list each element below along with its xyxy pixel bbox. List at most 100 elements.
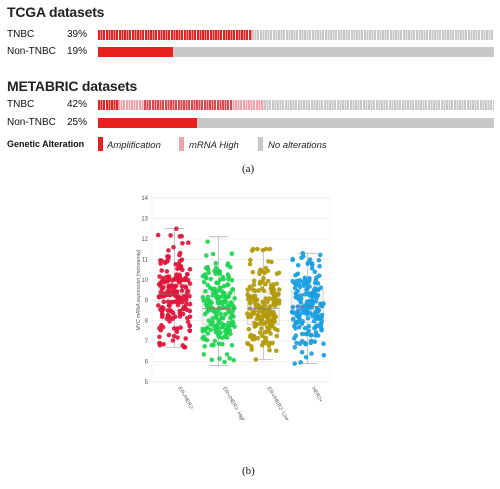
data-point [221, 305, 226, 310]
data-point [299, 349, 305, 355]
data-point [201, 352, 207, 357]
data-point [263, 265, 269, 271]
data-point [315, 281, 321, 286]
data-point [312, 269, 318, 275]
data-point [314, 295, 319, 301]
legend-mrna-high: mRNA High [189, 140, 239, 151]
data-point [306, 292, 312, 298]
data-point [173, 293, 179, 299]
data-point [205, 309, 210, 314]
data-point [215, 299, 221, 305]
data-point [265, 299, 270, 305]
data-point [170, 289, 176, 294]
data-point [213, 324, 219, 329]
data-point [271, 297, 276, 302]
data-point [303, 331, 309, 337]
data-point [248, 312, 254, 317]
data-point [225, 304, 230, 309]
data-point [157, 340, 162, 346]
y-tick-label: 12 [141, 237, 148, 243]
data-point [303, 341, 308, 347]
data-point [218, 277, 223, 283]
data-point [263, 246, 269, 252]
data-point [257, 330, 263, 335]
data-point [272, 326, 278, 331]
metabric-tnbc-label: TNBC [7, 99, 35, 110]
data-point [293, 272, 298, 278]
data-point [306, 279, 311, 285]
data-point [248, 257, 253, 263]
data-point [171, 333, 177, 339]
data-point [315, 287, 321, 293]
data-point [229, 277, 235, 283]
data-point [261, 288, 267, 294]
data-point [252, 308, 258, 314]
myc-expression-scatter-plot: 5 6 7 8 9 10 11 12 13 14 MYC mRNA expression (micr… [136, 196, 331, 420]
metabric-nontnbc-label: Non-TNBC [7, 117, 56, 128]
no-alterations-swatch [258, 137, 263, 151]
tcga-nontnbc-oncoprint [98, 47, 494, 57]
data-point [157, 334, 162, 340]
data-point [268, 322, 273, 327]
data-point [216, 341, 222, 347]
data-point [172, 314, 178, 319]
data-point [260, 309, 266, 315]
data-point [222, 312, 228, 317]
data-point [187, 281, 193, 286]
data-point [221, 284, 227, 289]
data-point [202, 272, 208, 277]
data-point [177, 252, 182, 258]
data-point [213, 265, 219, 271]
data-point [222, 359, 227, 365]
mrna-high-swatch [179, 137, 184, 151]
data-point [227, 290, 233, 296]
data-point [314, 316, 319, 321]
legend-amplification: Amplification [107, 140, 161, 151]
data-point [184, 272, 190, 277]
data-point [256, 308, 262, 314]
data-point [214, 280, 219, 285]
data-point [208, 322, 213, 327]
data-point [307, 276, 312, 281]
data-point [165, 279, 171, 284]
data-point [210, 293, 216, 298]
data-point [300, 250, 306, 256]
data-point [177, 274, 183, 280]
data-point [213, 315, 219, 320]
data-point [201, 279, 207, 285]
data-point [308, 340, 313, 346]
data-point [200, 336, 205, 341]
y-tick-label: 14 [141, 196, 148, 202]
data-point [229, 251, 235, 256]
data-point [306, 324, 312, 329]
caption-b: (b) [242, 465, 255, 477]
data-point [251, 278, 257, 283]
data-point [159, 314, 165, 320]
data-point [220, 341, 225, 347]
data-point [172, 284, 177, 290]
data-point [203, 288, 208, 294]
data-point [161, 299, 167, 305]
data-point [184, 295, 189, 301]
data-point [175, 335, 180, 340]
data-point [164, 269, 170, 274]
data-point [302, 325, 308, 331]
data-point [187, 323, 192, 329]
data-point [312, 311, 318, 317]
data-point [310, 299, 316, 304]
data-point [166, 283, 171, 289]
data-point [297, 324, 302, 330]
data-point [306, 328, 312, 334]
data-point [200, 295, 206, 300]
data-point [166, 274, 172, 279]
data-point [294, 340, 299, 346]
data-point [185, 319, 191, 325]
data-point [166, 303, 172, 308]
data-point [293, 321, 299, 326]
data-point [316, 258, 322, 263]
data-point [312, 325, 317, 331]
data-point [161, 294, 166, 299]
data-point [303, 355, 309, 360]
data-point [272, 313, 277, 319]
data-point [249, 347, 254, 352]
